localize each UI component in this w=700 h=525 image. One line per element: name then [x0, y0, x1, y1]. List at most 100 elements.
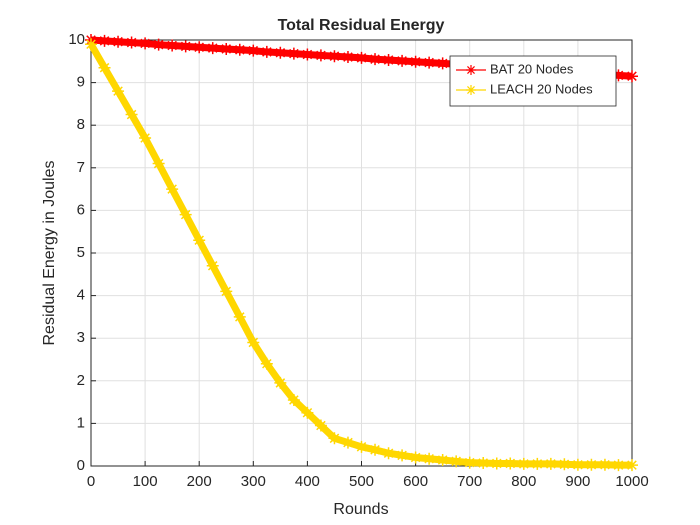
data-marker	[369, 53, 382, 66]
y-tick-label: 2	[77, 372, 85, 389]
data-marker	[233, 43, 246, 56]
legend-marker	[466, 85, 476, 95]
x-tick-label: 200	[187, 473, 212, 490]
data-marker	[166, 39, 179, 52]
x-tick-label: 800	[511, 473, 536, 490]
legend-box	[449, 55, 617, 107]
data-marker	[314, 49, 327, 62]
data-marker	[98, 34, 111, 47]
data-marker	[423, 56, 436, 69]
x-tick-label: 1000	[615, 473, 648, 490]
data-marker	[626, 459, 638, 472]
data-marker	[396, 54, 409, 67]
data-marker	[247, 44, 260, 57]
data-marker	[355, 440, 368, 453]
data-marker	[206, 259, 219, 272]
data-marker	[152, 38, 165, 51]
data-marker	[139, 131, 152, 144]
data-marker	[328, 50, 341, 63]
data-marker	[626, 70, 638, 83]
data-marker	[531, 457, 544, 470]
y-axis-label: Residual Energy in Joules	[41, 161, 58, 346]
data-marker	[233, 310, 246, 323]
y-tick-label: 3	[77, 329, 85, 346]
x-tick-label: 0	[87, 473, 95, 490]
data-marker	[355, 51, 368, 64]
data-marker	[112, 35, 125, 48]
y-tick-label: 0	[77, 457, 85, 474]
data-marker	[125, 108, 138, 121]
y-tick-label: 1	[77, 414, 85, 431]
data-marker	[274, 46, 287, 59]
data-marker	[382, 447, 395, 460]
data-marker	[598, 458, 611, 471]
data-marker	[504, 457, 517, 470]
data-marker	[328, 432, 341, 445]
data-marker	[612, 459, 625, 472]
legend-label: LEACH 20 Nodes	[490, 81, 593, 96]
y-tick-label: 6	[77, 201, 85, 218]
data-marker	[179, 40, 192, 53]
data-marker	[382, 54, 395, 67]
x-tick-label: 700	[457, 473, 482, 490]
x-tick-label: 300	[241, 473, 266, 490]
data-marker	[193, 234, 206, 247]
x-tick-label: 500	[349, 473, 374, 490]
data-marker	[139, 37, 152, 50]
chart-title: Total Residual Energy	[278, 17, 445, 34]
y-tick-label: 5	[77, 244, 85, 261]
data-marker	[436, 454, 449, 467]
data-marker	[301, 48, 314, 61]
data-marker	[369, 443, 382, 456]
x-tick-label: 100	[133, 473, 158, 490]
legend-label: BAT 20 Nodes	[490, 61, 574, 76]
data-marker	[490, 457, 503, 470]
data-marker	[152, 157, 165, 170]
data-marker	[436, 57, 449, 70]
data-marker	[112, 85, 125, 98]
data-marker	[450, 455, 463, 468]
data-marker	[463, 456, 476, 469]
data-marker	[287, 393, 300, 406]
data-marker	[544, 457, 557, 470]
data-marker	[301, 406, 314, 419]
data-marker	[260, 45, 273, 58]
data-marker	[558, 458, 571, 471]
x-tick-label: 900	[565, 473, 590, 490]
data-marker	[341, 51, 354, 64]
x-axis-label: Rounds	[333, 501, 388, 518]
data-marker	[166, 183, 179, 196]
data-marker	[571, 458, 584, 471]
data-marker	[85, 38, 97, 51]
data-marker	[247, 336, 260, 349]
data-marker	[477, 457, 490, 470]
data-marker	[423, 452, 436, 465]
data-marker	[409, 55, 422, 68]
data-marker	[193, 41, 206, 54]
data-marker	[287, 47, 300, 60]
data-marker	[612, 69, 625, 82]
axes-box	[90, 39, 633, 467]
data-marker	[585, 458, 598, 471]
x-tick-label: 400	[295, 473, 320, 490]
data-marker	[125, 36, 138, 49]
data-marker	[396, 449, 409, 462]
data-marker	[220, 285, 233, 298]
data-marker	[206, 42, 219, 55]
y-tick-label: 10	[68, 31, 85, 48]
x-tick-label: 600	[403, 473, 428, 490]
data-marker	[341, 436, 354, 449]
y-tick-label: 8	[77, 116, 85, 133]
data-marker	[260, 357, 273, 370]
data-marker	[517, 457, 530, 470]
data-marker	[409, 451, 422, 464]
y-tick-label: 9	[77, 74, 85, 91]
legend-marker	[466, 65, 476, 75]
data-marker	[179, 208, 192, 221]
data-marker	[220, 42, 233, 55]
data-marker	[274, 376, 287, 389]
y-tick-label: 7	[77, 159, 85, 176]
y-tick-label: 4	[77, 287, 85, 304]
data-marker	[314, 419, 327, 432]
